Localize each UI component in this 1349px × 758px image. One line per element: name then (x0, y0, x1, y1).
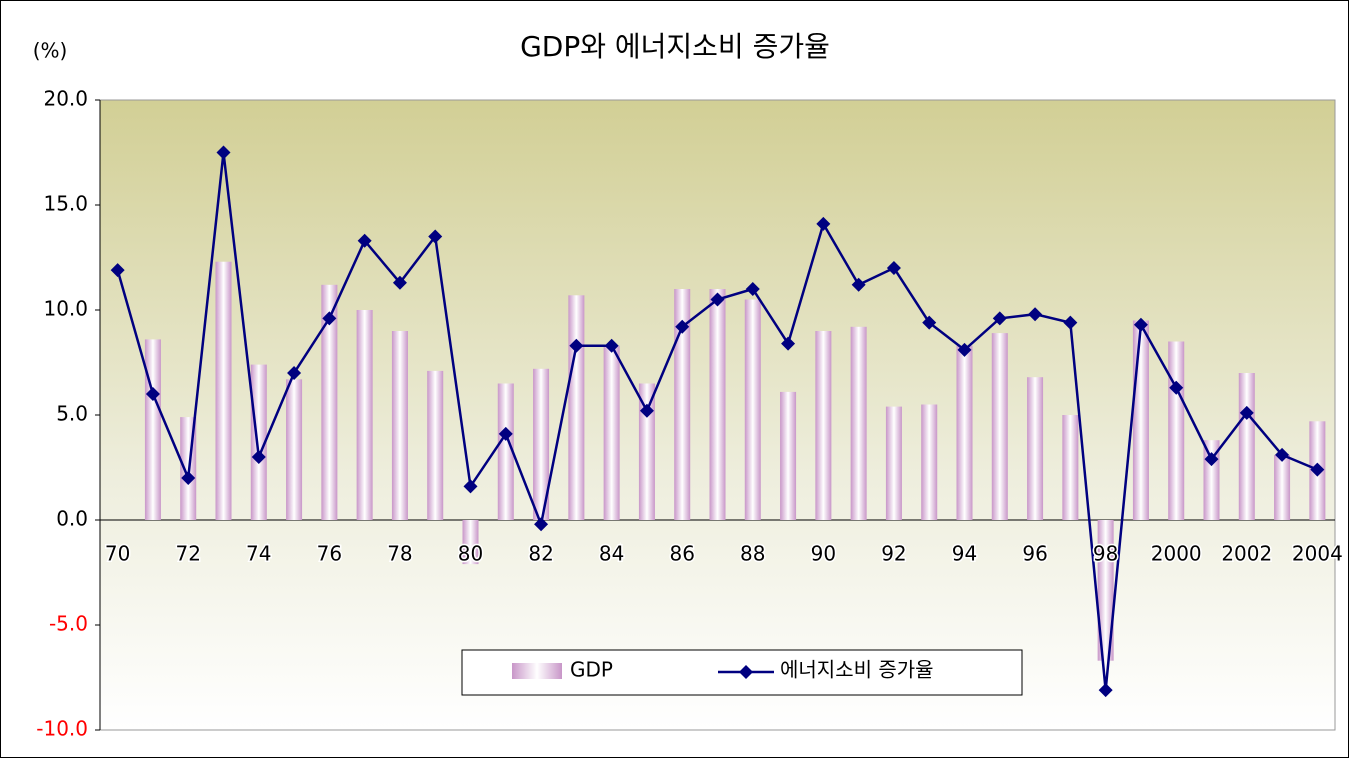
bar (921, 404, 938, 520)
y-tick-label: -10.0 (36, 717, 88, 741)
bar (1062, 415, 1079, 520)
x-tick-label: 96 (1022, 542, 1047, 566)
x-tick-label: 72 (175, 542, 200, 566)
bar (391, 331, 408, 520)
bar (709, 289, 726, 520)
marker (392, 275, 407, 290)
marker (534, 517, 549, 532)
x-tick-label: 80 (458, 542, 483, 566)
x-tick-label: 78 (387, 542, 412, 566)
marker (357, 233, 372, 248)
bar (780, 391, 797, 520)
x-tick-label: 2002 (1221, 542, 1272, 566)
legend-label: 에너지소비 증가율 (780, 658, 934, 682)
bar (991, 333, 1008, 520)
y-axis-label: (%) (33, 39, 68, 63)
marker (1169, 380, 1184, 395)
y-tick-label: 10.0 (43, 297, 88, 321)
marker (463, 479, 478, 494)
bar (462, 520, 479, 565)
marker (816, 216, 831, 231)
x-tick-label: 98 (1093, 542, 1118, 566)
y-tick-label: 0.0 (56, 507, 88, 531)
marker (569, 338, 584, 353)
marker (251, 450, 266, 464)
y-tick-label: 20.0 (43, 87, 88, 111)
bar (1027, 377, 1044, 520)
y-tick-label: 5.0 (56, 402, 88, 426)
marker (745, 282, 760, 296)
bar (1097, 520, 1114, 661)
bar (250, 364, 267, 520)
bar (885, 406, 902, 520)
x-tick-label: 88 (740, 542, 765, 566)
marker (181, 471, 196, 485)
marker (145, 387, 160, 401)
marker (1028, 307, 1043, 322)
bar (144, 339, 161, 520)
marker (1098, 683, 1113, 698)
marker (110, 263, 125, 278)
marker (1204, 452, 1219, 467)
marker (922, 315, 937, 330)
bar (1238, 373, 1255, 520)
bar (850, 326, 867, 520)
bar (603, 345, 620, 520)
x-tick-label: 2000 (1151, 542, 1202, 566)
x-tick-label: 2004 (1292, 542, 1343, 566)
marker (675, 319, 690, 334)
bar (638, 383, 655, 520)
marker (1239, 405, 1254, 420)
marker (781, 336, 796, 351)
bar (1168, 341, 1185, 520)
bar (427, 370, 444, 520)
x-tick-label: 94 (952, 542, 977, 566)
marker (322, 311, 337, 326)
marker (851, 277, 866, 292)
bar (744, 299, 761, 520)
bar (674, 289, 691, 520)
marker (498, 426, 513, 441)
x-tick-label: 70 (105, 542, 130, 566)
marker (639, 403, 654, 418)
chart-title: GDP와 에너지소비 증가율 (520, 30, 830, 63)
x-tick-label: 74 (246, 542, 271, 566)
y-tick-label: -5.0 (49, 612, 88, 636)
legend-swatch (512, 663, 562, 679)
bar (321, 284, 338, 520)
bar (356, 310, 373, 520)
marker (287, 366, 302, 380)
marker (957, 342, 972, 357)
marker (1133, 317, 1148, 332)
marker (886, 261, 901, 275)
marker (992, 311, 1007, 326)
x-tick-label: 76 (317, 542, 342, 566)
marker (604, 338, 619, 353)
marker (1310, 462, 1325, 477)
bar (568, 295, 585, 520)
marker (1063, 315, 1078, 330)
legend-marker (739, 665, 753, 679)
legend-label: GDP (570, 658, 613, 682)
x-tick-label: 90 (811, 542, 836, 566)
marker (710, 292, 725, 307)
marker (1275, 447, 1290, 462)
x-tick-label: 86 (669, 542, 694, 566)
marker (428, 229, 443, 244)
bar (815, 331, 832, 520)
marker (216, 145, 231, 160)
y-tick-label: 15.0 (43, 192, 88, 216)
x-tick-label: 92 (881, 542, 906, 566)
bar (533, 368, 550, 520)
bar (286, 379, 303, 520)
bar (215, 261, 232, 520)
x-tick-label: 84 (599, 542, 624, 566)
bar (1274, 454, 1291, 520)
bar (1132, 320, 1149, 520)
bar (497, 383, 514, 520)
x-tick-label: 82 (528, 542, 553, 566)
bar (956, 345, 973, 520)
